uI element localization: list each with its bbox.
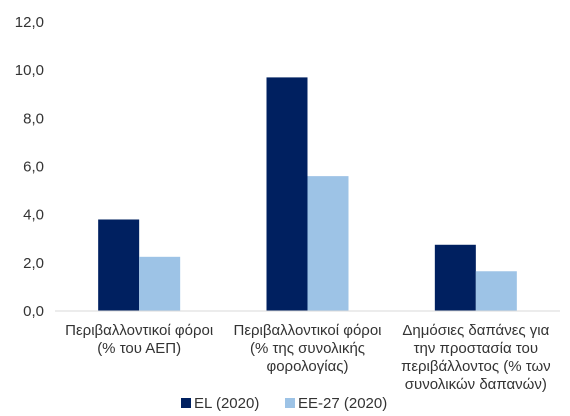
y-tick-label: 4,0 <box>23 207 44 224</box>
y-tick-label: 12,0 <box>15 14 44 31</box>
category-label-line: φορολογίας) <box>266 358 348 375</box>
bar <box>475 271 517 311</box>
category-label: Δημόσιες δαπάνες για την προστασία του περ… <box>401 322 551 393</box>
y-tick-label: 6,0 <box>23 159 44 176</box>
bar <box>266 77 308 312</box>
category-label-line: την προστασία του <box>414 340 539 357</box>
category-label: Περιβαλλοντικοί φόροι (% του ΑΕΠ) <box>65 322 213 357</box>
y-tick-label: 10,0 <box>15 62 44 79</box>
category-label-line: (% του ΑΕΠ) <box>97 340 181 357</box>
category-label-line: Περιβαλλοντικοί φόροι <box>65 322 213 339</box>
category-labels: Περιβαλλοντικοί φόροι (% του ΑΕΠ)Περιβαλλ… <box>65 322 551 393</box>
category-label-line: περιβάλλοντος (% των <box>401 358 551 375</box>
y-tick-label: 2,0 <box>23 255 44 272</box>
bar <box>98 219 140 311</box>
category-label: Περιβαλλοντικοί φόροι (% της συνολικής φορ… <box>234 322 382 375</box>
bars <box>98 77 517 312</box>
legend-swatch <box>285 398 295 408</box>
legend-label: EL (2020) <box>194 395 259 412</box>
y-axis-ticks: 0,0 2,0 4,0 6,0 8,0 10,0 12,0 <box>15 14 44 320</box>
category-label-line: συνολικών δαπανών) <box>405 376 547 393</box>
legend-swatch <box>181 398 191 408</box>
bar <box>434 244 476 311</box>
category-label-line: (% της συνολικής <box>250 340 365 357</box>
y-tick-label: 8,0 <box>23 110 44 127</box>
legend: EL (2020) ΕΕ-27 (2020) <box>181 395 387 412</box>
category-label-line: Δημόσιες δαπάνες για <box>402 322 549 339</box>
y-tick-label: 0,0 <box>23 303 44 320</box>
bar <box>139 256 181 311</box>
bar <box>307 176 349 311</box>
legend-label: ΕΕ-27 (2020) <box>298 395 387 412</box>
category-label-line: Περιβαλλοντικοί φόροι <box>234 322 382 339</box>
